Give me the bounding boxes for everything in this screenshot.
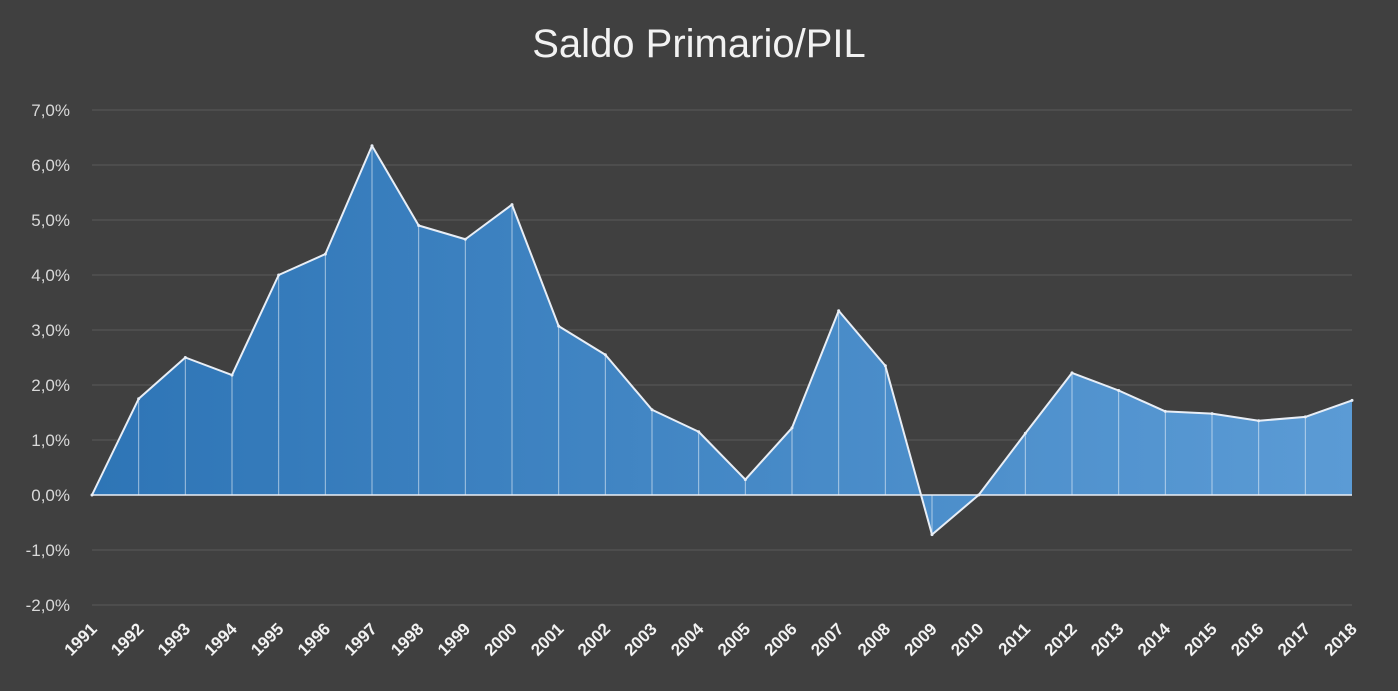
area-fill bbox=[92, 145, 1352, 535]
data-point bbox=[137, 397, 141, 401]
data-point bbox=[1070, 371, 1074, 375]
data-point bbox=[1117, 389, 1121, 392]
data-point bbox=[230, 373, 234, 377]
y-tick-label: 3,0% bbox=[31, 321, 70, 340]
x-tick-label: 2014 bbox=[1134, 619, 1175, 660]
y-tick-label: 1,0% bbox=[31, 431, 70, 450]
x-tick-label: 2011 bbox=[995, 619, 1035, 659]
y-tick-label: 4,0% bbox=[31, 266, 70, 285]
data-point bbox=[1023, 431, 1027, 435]
x-tick-label: 2015 bbox=[1181, 619, 1221, 659]
x-tick-label: 1997 bbox=[341, 619, 381, 659]
data-point bbox=[1303, 415, 1307, 419]
x-tick-label: 2010 bbox=[947, 619, 987, 659]
x-tick-label: 1999 bbox=[434, 619, 474, 659]
data-point bbox=[370, 144, 374, 148]
x-tick-label: 2006 bbox=[761, 619, 801, 659]
data-point bbox=[323, 252, 327, 256]
x-tick-label: 1993 bbox=[154, 619, 194, 659]
data-point bbox=[183, 356, 187, 359]
x-tick-label: 2017 bbox=[1274, 619, 1314, 659]
data-point bbox=[650, 408, 654, 412]
x-tick-label: 2009 bbox=[901, 619, 941, 659]
x-tick-label: 1994 bbox=[201, 619, 242, 660]
data-point bbox=[790, 426, 794, 430]
data-point bbox=[977, 493, 981, 497]
data-point bbox=[603, 353, 607, 357]
data-point bbox=[1257, 419, 1261, 423]
data-point bbox=[1210, 412, 1214, 416]
data-point bbox=[417, 224, 421, 227]
x-tick-label: 2007 bbox=[807, 619, 847, 659]
data-point bbox=[90, 493, 94, 497]
y-tick-label: -2,0% bbox=[26, 596, 70, 615]
data-point bbox=[930, 533, 934, 537]
chart-title: Saldo Primario/PIL bbox=[532, 22, 866, 66]
y-tick-label: 5,0% bbox=[31, 211, 70, 230]
y-tick-label: 6,0% bbox=[31, 156, 70, 175]
y-tick-label: 2,0% bbox=[31, 376, 70, 395]
x-tick-label: 2001 bbox=[527, 619, 567, 659]
y-tick-label: 7,0% bbox=[31, 101, 70, 120]
data-point bbox=[510, 203, 514, 207]
x-tick-label: 2004 bbox=[667, 619, 708, 660]
x-tick-label: 2005 bbox=[714, 619, 754, 659]
x-tick-label: 2012 bbox=[1041, 619, 1081, 659]
data-point bbox=[883, 364, 887, 368]
series-line bbox=[91, 144, 1353, 536]
data-point bbox=[743, 478, 747, 482]
x-tick-label: 2013 bbox=[1087, 619, 1127, 659]
x-tick-label: 2000 bbox=[481, 619, 521, 659]
x-tick-label: 2016 bbox=[1227, 619, 1267, 659]
data-point bbox=[463, 237, 467, 241]
data-point bbox=[277, 273, 281, 277]
data-point bbox=[557, 324, 561, 328]
x-tick-label: 1998 bbox=[387, 619, 427, 659]
data-point bbox=[697, 430, 701, 434]
x-tick-label: 2002 bbox=[574, 619, 614, 659]
x-tick-label: 1991 bbox=[61, 619, 101, 659]
data-point bbox=[1350, 398, 1354, 402]
x-tick-label: 2018 bbox=[1321, 619, 1361, 659]
y-tick-label: -1,0% bbox=[26, 541, 70, 560]
x-tick-label: 2008 bbox=[854, 619, 894, 659]
x-tick-label: 2003 bbox=[621, 619, 661, 659]
x-tick-label: 1996 bbox=[294, 619, 334, 659]
data-point bbox=[1163, 409, 1167, 413]
x-tick-label: 1995 bbox=[247, 619, 287, 659]
y-tick-label: 0,0% bbox=[31, 486, 70, 505]
data-point bbox=[837, 309, 841, 313]
x-tick-label: 1992 bbox=[107, 619, 147, 659]
